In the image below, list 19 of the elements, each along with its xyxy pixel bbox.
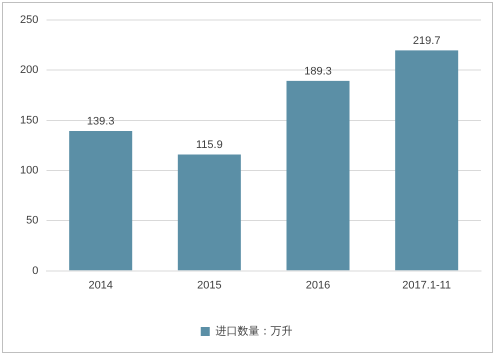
data-label: 115.9 bbox=[196, 139, 223, 152]
y-tick-label: 100 bbox=[20, 164, 38, 177]
x-tick-label: 2015 bbox=[197, 279, 222, 292]
data-label: 219.7 bbox=[412, 34, 440, 47]
bar bbox=[178, 154, 241, 270]
data-label: 189.3 bbox=[304, 65, 332, 78]
y-tick-label: 200 bbox=[20, 64, 38, 76]
x-tick-label: 2017.1-11 bbox=[402, 279, 452, 292]
y-tick-label: 50 bbox=[26, 214, 38, 227]
bar bbox=[286, 80, 350, 270]
x-tick-label: 2014 bbox=[88, 279, 113, 292]
x-tick-label: 2016 bbox=[306, 279, 330, 292]
data-label: 139.3 bbox=[86, 116, 114, 128]
y-tick-label: 250 bbox=[20, 14, 38, 26]
bar bbox=[69, 131, 132, 270]
y-tick-label: 0 bbox=[32, 264, 38, 277]
bar bbox=[395, 50, 458, 270]
legend-label: 进口数量：万升 bbox=[215, 324, 292, 338]
y-tick-label: 150 bbox=[20, 114, 38, 126]
